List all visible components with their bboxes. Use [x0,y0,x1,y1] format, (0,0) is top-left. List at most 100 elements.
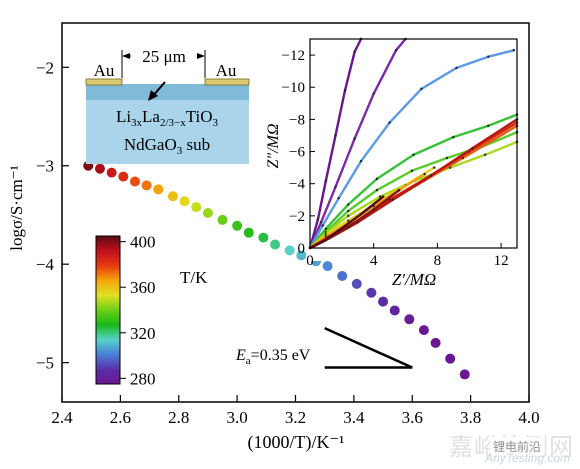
gap-arrow-left [122,53,130,59]
impedance-curve-marker [455,66,458,70]
impedance-curve-marker [337,196,340,200]
film-label: Li3xLa2/3−xTiO3 [116,107,219,129]
inset-y-tick-label: −2 [289,209,305,225]
colorbar-gradient [95,235,121,385]
impedance-curve-marker [382,195,385,198]
impedance-curve-marker [359,159,363,163]
impedance-curve-line [308,140,519,250]
watermark-text-en: AnyTesting.com [485,451,570,465]
watermark: 嘉峪检测网 锂电前沿 AnyTesting.com [404,427,574,465]
impedance-curve-marker [375,177,379,181]
impedance-curve-marker [334,134,337,137]
data-point [459,369,470,380]
impedance-curve-marker [359,213,363,216]
impedance-curve-marker [412,153,415,156]
data-point [258,232,269,243]
colorbar-tick-label: 400 [130,233,156,252]
data-point [243,227,254,238]
right-electrode-label: Au [216,61,237,80]
x-tick-label: 4.0 [518,408,539,427]
data-point [389,305,400,316]
right-electrode [204,78,250,86]
impedance-curve-marker [487,55,490,58]
impedance-curve-marker [512,49,516,52]
impedance-curve-marker [319,221,323,224]
inset-y-axis-label: Z″/MΩ [265,124,282,169]
impedance-curve-marker [388,121,391,124]
x-tick-label: 2.8 [168,408,189,427]
x-tick-label: 3.4 [343,408,365,427]
impedance-curve-marker [321,240,324,243]
impedance-curve [308,195,385,250]
left-electrode [85,78,123,86]
impedance-curve-marker [391,198,394,201]
impedance-curve-marker [433,166,436,169]
x-tick-label: 2.6 [110,408,131,427]
current-arrow-head [148,90,158,101]
main-y-axis: −2 −3 −4 −5 [36,58,69,373]
data-point [202,207,213,218]
impedance-curve-marker [324,227,328,230]
impedance-curve-marker [375,188,379,192]
data-point [322,261,333,272]
impedance-curve-marker [347,225,350,229]
data-point [445,353,456,364]
inset-y-tick-label: 0 [298,241,306,257]
impedance-curve-marker [483,153,487,156]
main-plot: 2.4 2.6 2.8 3.0 3.2 3.4 3.6 3.8 4.0 −2 −3 −4 −5 Ea=… [7,22,540,453]
x-tick-label: 3.6 [402,408,423,427]
impedance-curve-marker [397,188,401,192]
data-point [296,250,307,261]
main-x-axis: 2.4 2.6 2.8 3.0 3.2 3.4 3.6 3.8 4.0 [51,395,540,427]
data-point [106,167,117,178]
data-point [179,196,190,207]
data-point [270,239,281,250]
x-tick-label: 3.2 [285,408,306,427]
impedance-curve-line [308,113,519,250]
device-schematic: 25 μm Au Au Li3xLa2/3−xTiO3 NdGaO3 sub [85,46,250,164]
inset-x-tick-label: 12 [494,253,509,269]
data-point [129,176,140,187]
inset-x-tick-label: 8 [434,253,442,269]
impedance-curve-marker [347,209,350,213]
data-point [404,314,415,325]
impedance-curve-marker [347,219,350,222]
impedance-curve-marker [429,174,433,177]
watermark-text-cn: 嘉峪检测网 [449,427,574,462]
colorbar-tick-label: 320 [130,324,156,343]
data-point [191,202,202,213]
main-data-points [83,160,470,380]
main-y-axis-label: logσ/S·cm⁻¹ [7,165,26,251]
watermark-badge: 锂电前沿 [489,437,544,456]
colorbar-label: T/K [180,268,208,287]
data-point [94,163,105,174]
y-tick-label: −2 [36,58,54,77]
substrate-label: NdGaO3 sub [124,135,210,157]
main-x-axis-label: (1000/T)/K⁻¹ [248,432,345,453]
film-layer [86,84,249,100]
y-tick-label: −4 [36,255,55,274]
impedance-curve-marker [353,137,356,140]
temperature-colorbar: 400 360 320 280 T/K [95,233,208,388]
impedance-curve-marker [452,135,455,139]
impedance-curve-marker [347,214,350,218]
x-tick-label: 2.4 [51,408,73,427]
impedance-curve-marker [471,147,474,150]
data-point [217,214,228,225]
inset-x-tick-label: 4 [370,253,378,269]
impedance-curve-marker [343,89,347,92]
colorbar-tick-label: 280 [130,369,156,388]
impedance-curve-marker [420,87,423,91]
data-point [153,184,164,195]
inset-x-axis: 0 4 8 12 [306,243,509,269]
impedance-curve-marker [353,50,356,54]
activation-energy-label: Ea=0.35 eV [235,347,311,367]
impedance-curve-marker [410,169,414,173]
data-point [118,171,129,182]
data-point [366,287,377,298]
y-tick-label: −5 [36,354,54,373]
impedance-curve-marker [461,156,465,160]
gap-label: 25 μm [142,47,186,66]
impedance-curve-marker [334,185,337,189]
